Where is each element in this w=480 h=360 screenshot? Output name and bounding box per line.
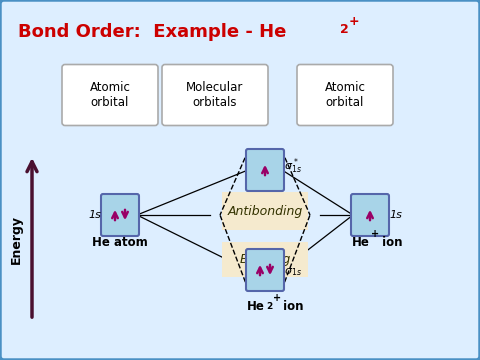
FancyBboxPatch shape bbox=[101, 194, 139, 236]
FancyBboxPatch shape bbox=[222, 192, 308, 230]
Text: ion: ion bbox=[378, 237, 403, 249]
FancyBboxPatch shape bbox=[246, 149, 284, 191]
Text: 2: 2 bbox=[340, 23, 349, 36]
Text: Atomic
orbital: Atomic orbital bbox=[90, 81, 131, 109]
Text: +: + bbox=[371, 229, 379, 239]
Text: Atomic
orbital: Atomic orbital bbox=[324, 81, 365, 109]
FancyBboxPatch shape bbox=[222, 242, 308, 277]
Text: +: + bbox=[273, 293, 281, 303]
Text: He: He bbox=[352, 237, 370, 249]
FancyBboxPatch shape bbox=[246, 249, 284, 291]
Text: He atom: He atom bbox=[92, 237, 148, 249]
Text: Bond Order:  Example - He: Bond Order: Example - He bbox=[18, 23, 287, 41]
Text: Antibonding: Antibonding bbox=[228, 204, 302, 217]
Text: 1s: 1s bbox=[389, 210, 402, 220]
Text: Energy: Energy bbox=[10, 216, 23, 265]
Text: Bonding: Bonding bbox=[240, 253, 290, 266]
Text: +: + bbox=[349, 15, 360, 28]
FancyBboxPatch shape bbox=[297, 64, 393, 126]
FancyBboxPatch shape bbox=[162, 64, 268, 126]
Text: He: He bbox=[247, 300, 265, 312]
FancyBboxPatch shape bbox=[62, 64, 158, 126]
Text: 2: 2 bbox=[266, 302, 272, 311]
Text: $\sigma_{1s}$: $\sigma_{1s}$ bbox=[284, 266, 302, 278]
FancyBboxPatch shape bbox=[351, 194, 389, 236]
Text: 1s: 1s bbox=[88, 210, 101, 220]
Text: $\sigma^*_{1s}$: $\sigma^*_{1s}$ bbox=[284, 156, 302, 176]
Text: Molecular
orbitals: Molecular orbitals bbox=[186, 81, 244, 109]
Text: ion: ion bbox=[279, 300, 303, 312]
